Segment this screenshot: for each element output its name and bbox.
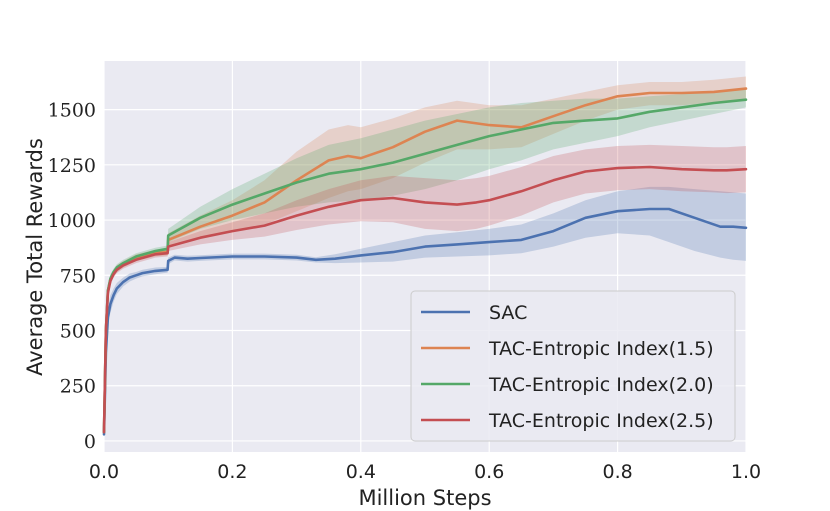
legend-label-tac-entropic-index-1-5: TAC-Entropic Index(1.5): [488, 338, 714, 360]
x-tick-label: 0.0: [89, 461, 119, 483]
legend-label-sac: SAC: [489, 302, 527, 324]
band-tac-entropic-index-1-5: [104, 76, 746, 436]
y-tick-labels: 0 250 500 750 1000 1250 1500: [48, 100, 96, 453]
x-tick-label: 0.8: [602, 461, 632, 483]
band-sac: [104, 186, 746, 438]
series-lines: [102, 87, 748, 436]
confidence-bands: [104, 76, 746, 438]
x-tick-labels: 0.0 0.2 0.4 0.6 0.8 1.0: [89, 461, 761, 483]
x-tick-label: 0.6: [474, 461, 504, 483]
line-tac-entropic-index-2-0: [102, 98, 748, 434]
y-tick-label: 750: [60, 265, 96, 287]
band-tac-entropic-index-2-5: [104, 144, 746, 436]
x-tick-label: 0.4: [346, 461, 376, 483]
y-tick-label: 1500: [48, 100, 96, 122]
y-tick-label: 1250: [48, 155, 96, 177]
band-tac-entropic-index-2-0: [104, 89, 746, 436]
x-tick-label: 1.0: [731, 461, 761, 483]
legend: SAC TAC-Entropic Index(1.5) TAC-Entropic I…: [410, 290, 736, 442]
x-axis-label: Million Steps: [358, 486, 491, 510]
y-axis-label: Average Total Rewards: [23, 138, 47, 376]
line-sac: [102, 207, 748, 436]
y-tick-label: 500: [60, 321, 96, 343]
legend-label-tac-entropic-index-2-0: TAC-Entropic Index(2.0): [488, 374, 714, 396]
legend-box: [410, 290, 736, 442]
legend-label-tac-entropic-index-2-5: TAC-Entropic Index(2.5): [488, 410, 714, 432]
y-tick-label: 250: [60, 376, 96, 398]
y-tick-label: 1000: [48, 210, 96, 232]
y-tick-label: 0: [84, 431, 96, 453]
line-tac-entropic-index-2-5: [102, 165, 748, 434]
legend-items: SAC TAC-Entropic Index(1.5) TAC-Entropic I…: [421, 302, 714, 432]
x-tick-label: 0.2: [217, 461, 247, 483]
